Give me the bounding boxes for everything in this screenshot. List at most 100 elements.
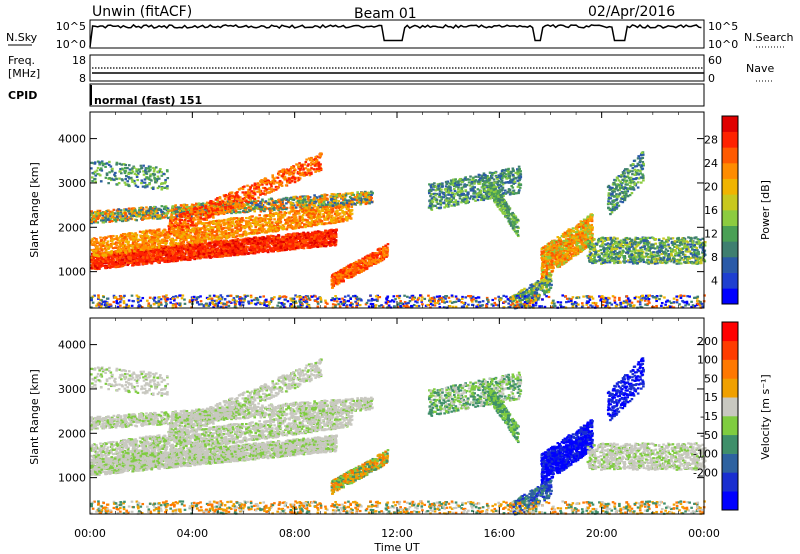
power-cell xyxy=(100,262,104,265)
power-cell xyxy=(104,257,108,260)
power-cell xyxy=(262,249,265,252)
power-cell xyxy=(218,253,221,256)
power-cell xyxy=(250,225,253,228)
power-cell xyxy=(193,243,197,247)
power-cell xyxy=(291,244,295,247)
power-cell xyxy=(215,232,219,235)
power-cell xyxy=(158,259,161,262)
power-cell xyxy=(184,248,188,251)
power-cell xyxy=(248,216,252,219)
power-cell xyxy=(325,240,329,243)
power-cell xyxy=(264,221,267,224)
power-cell xyxy=(114,260,118,264)
power-cell xyxy=(199,253,203,256)
power-cell xyxy=(227,218,230,221)
power-cell xyxy=(257,224,261,227)
power-cell xyxy=(264,217,267,220)
power-cell xyxy=(208,249,211,253)
power-cell xyxy=(232,222,235,225)
power-cell xyxy=(133,257,137,260)
power-cell xyxy=(229,221,232,224)
power-cell xyxy=(302,235,306,239)
power-cell xyxy=(324,245,328,248)
power-cell xyxy=(287,241,290,244)
power-cell xyxy=(291,221,295,224)
power-cell xyxy=(287,235,291,238)
power-cell xyxy=(291,234,294,237)
power-cell xyxy=(202,223,206,226)
power-cell xyxy=(198,243,202,247)
power-cell xyxy=(131,256,135,259)
power-cell xyxy=(227,232,231,235)
power-cell xyxy=(175,233,179,236)
power-cell xyxy=(152,254,155,257)
power-cell xyxy=(92,252,96,255)
power-cell xyxy=(253,230,257,233)
power-cell xyxy=(218,243,222,246)
power-cell xyxy=(165,247,169,251)
power-cell xyxy=(151,256,155,259)
power-cell xyxy=(268,222,272,226)
power-cell xyxy=(178,249,181,253)
power-cell xyxy=(236,253,239,257)
power-cell xyxy=(233,252,237,256)
power-cell xyxy=(268,237,272,240)
power-cell xyxy=(246,242,250,245)
power-cell xyxy=(121,246,125,249)
power-cell xyxy=(197,249,201,252)
power-cell xyxy=(287,199,290,202)
power-cell xyxy=(260,236,264,239)
power-cell xyxy=(125,261,129,264)
power-cell xyxy=(180,241,183,244)
power-cell xyxy=(204,255,208,258)
power-cell xyxy=(330,220,334,223)
power-cell xyxy=(144,242,148,245)
power-cell xyxy=(113,237,116,241)
power-cell xyxy=(198,228,202,231)
power-cell xyxy=(106,260,110,263)
power-cell xyxy=(116,247,120,250)
power-cell xyxy=(130,232,134,235)
power-cell xyxy=(162,247,166,250)
power-cell xyxy=(105,236,108,239)
power-cell xyxy=(285,238,289,241)
power-cell xyxy=(135,243,139,246)
power-cell xyxy=(182,238,185,241)
power-cell xyxy=(334,221,337,224)
power-cell xyxy=(136,254,140,257)
power-cell xyxy=(92,256,95,259)
power-cell xyxy=(150,233,154,236)
power-cell xyxy=(312,237,316,240)
power-cell xyxy=(96,251,100,255)
power-cell xyxy=(285,228,289,231)
power-cell xyxy=(276,238,280,241)
power-cell xyxy=(185,243,189,247)
power-cell xyxy=(164,259,168,262)
power-cell xyxy=(219,239,223,242)
power-cell xyxy=(326,231,330,235)
power-cell xyxy=(159,256,162,259)
power-cell xyxy=(135,235,138,238)
power-cell xyxy=(335,210,339,213)
power-cell xyxy=(176,242,179,245)
power-cell xyxy=(341,210,344,213)
power-cell xyxy=(304,239,307,242)
power-cell xyxy=(281,248,285,251)
power-cell xyxy=(256,245,260,248)
power-cell xyxy=(311,206,315,210)
power-cell xyxy=(282,242,286,246)
power-cell xyxy=(168,251,171,254)
power-cell xyxy=(323,233,327,236)
power-cell xyxy=(242,225,246,228)
power-cell xyxy=(92,263,96,267)
power-cell xyxy=(273,241,277,244)
power-cell xyxy=(143,254,147,257)
power-cell xyxy=(307,242,310,246)
power-cell xyxy=(153,249,157,252)
power-cell xyxy=(235,245,238,248)
power-cell xyxy=(302,247,306,250)
power-cell xyxy=(195,230,198,233)
power-cell xyxy=(122,254,126,257)
power-cell xyxy=(242,248,245,251)
power-cell xyxy=(350,205,354,209)
